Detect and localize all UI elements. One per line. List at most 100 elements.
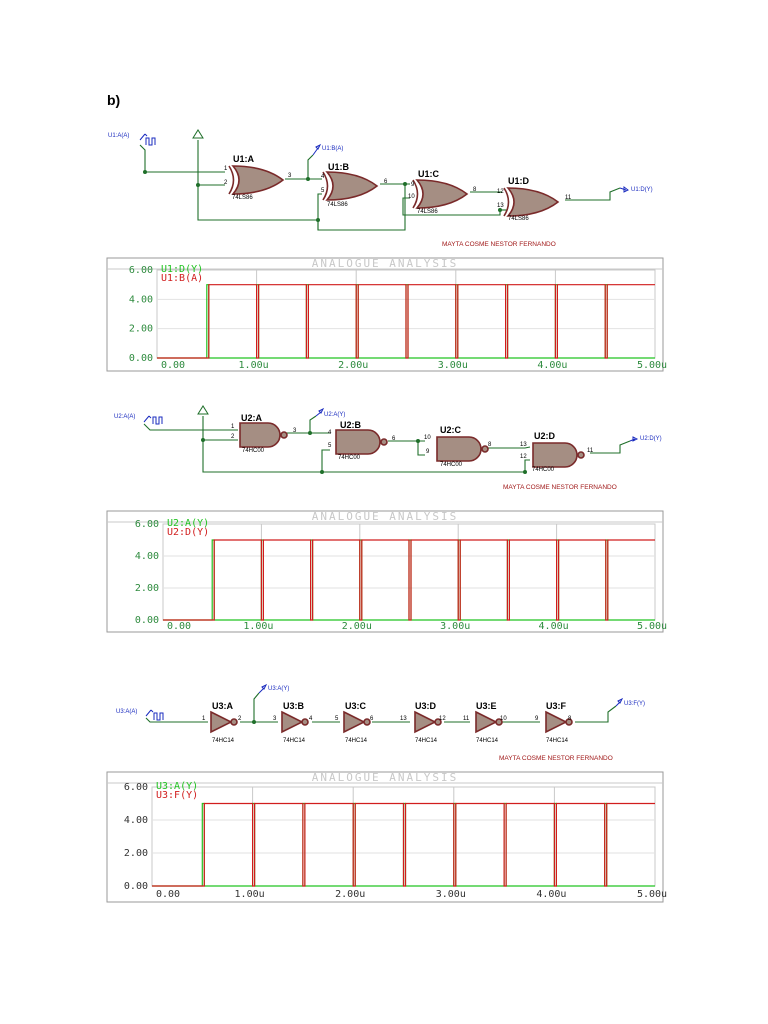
gate-part: 74HC00 (338, 455, 361, 461)
inverter-u3d[interactable]: U3:D 74HC14 13 12 (400, 701, 446, 744)
ground-icon (197, 405, 209, 415)
circuit-3-schematic: U3:A(A) U3:A 74HC14 1 2 U3:B 74HC14 3 4 … (116, 683, 645, 762)
gate-u2c[interactable]: U2:C 74HC00 10 9 8 (424, 425, 492, 468)
gate-u1d[interactable]: U1:D 74LS86 12 13 11 (497, 176, 572, 222)
x-tick-label: 4.00u (539, 621, 569, 632)
inverter-u3c[interactable]: U3:C 74HC14 5 6 (335, 701, 374, 744)
author-credit: MAYTA COSME NESTOR FERNANDO (499, 755, 613, 762)
y-tick-label: 6.00 (135, 519, 159, 530)
chart-frame (106, 257, 664, 372)
analogue-analysis-chart-2: ANALOGUE ANALYSIS 0.00 2.00 4.00 6.00 0.00 1.0… (106, 510, 667, 633)
gate-part: 74HC00 (440, 462, 463, 468)
svg-text:13: 13 (400, 716, 407, 722)
x-tick-label: 2.00u (335, 889, 365, 900)
x-tick-label: 4.00u (537, 360, 567, 371)
gate-part: 74HC14 (283, 738, 306, 744)
probe-out[interactable]: U3:F(Y) (615, 697, 645, 707)
x-tick-label: 0.00 (167, 621, 191, 632)
probe-out[interactable]: U1:D(Y) (619, 186, 653, 193)
inverter-u3e[interactable]: U3:E 74HC14 11 10 (463, 701, 507, 744)
y-tick-label: 6.00 (124, 782, 148, 793)
legend-entry: U1:D(Y) (161, 264, 203, 275)
inverter-u3f[interactable]: U3:F 74HC14 9 8 (535, 701, 573, 744)
svg-text:6: 6 (370, 716, 374, 722)
svg-text:6: 6 (384, 179, 388, 185)
svg-text:12: 12 (520, 454, 527, 460)
x-tick-label: 5.00u (637, 621, 667, 632)
svg-text:U1:B(A): U1:B(A) (322, 146, 343, 152)
gate-ref: U3:C (345, 701, 367, 711)
svg-text:12: 12 (497, 189, 504, 195)
ground-icon (192, 129, 204, 139)
svg-text:2: 2 (231, 434, 235, 440)
probe-mid[interactable]: U3:A(Y) (258, 683, 289, 694)
svg-text:1: 1 (231, 424, 235, 430)
gate-ref: U2:B (340, 420, 362, 430)
series-line-2 (152, 802, 655, 887)
svg-text:10: 10 (424, 435, 431, 441)
y-tick-label: 2.00 (135, 583, 159, 594)
svg-text:5: 5 (321, 188, 325, 194)
svg-text:1: 1 (224, 166, 228, 172)
gate-ref: U3:D (415, 701, 437, 711)
gate-ref: U3:E (476, 701, 497, 711)
gate-part: 74LS86 (417, 209, 438, 215)
source-generator[interactable]: U2:A(A) (114, 414, 163, 425)
x-tick-label: 1.00u (239, 360, 269, 371)
source-generator[interactable]: U1:A(A) (108, 133, 156, 146)
gate-u1c[interactable]: U1:C 74LS86 9 10 8 (408, 169, 477, 215)
gate-part: 74LS86 (508, 216, 529, 222)
svg-text:U1:D(Y): U1:D(Y) (631, 187, 653, 193)
x-tick-label: 5.00u (637, 360, 667, 371)
y-tick-label: 0.00 (129, 353, 153, 364)
section-title: b) (107, 92, 121, 108)
x-tick-label: 2.00u (338, 360, 368, 371)
legend-entry: U1:B(A) (161, 273, 203, 284)
probe-mid[interactable]: U2:A(Y) (315, 407, 345, 418)
svg-text:12: 12 (439, 716, 446, 722)
source-label: U2:A(A) (114, 414, 135, 420)
svg-text:6: 6 (392, 436, 396, 442)
gate-ref: U2:C (440, 425, 462, 435)
svg-text:10: 10 (500, 716, 507, 722)
y-tick-label: 0.00 (135, 615, 159, 626)
circuit-2-schematic: U2:A(A) U2:A 74HC00 1 2 3 U2:B 74HC00 4 … (114, 405, 662, 491)
svg-text:5: 5 (328, 443, 332, 449)
gate-part: 74HC14 (345, 738, 368, 744)
svg-text:U2:D(Y): U2:D(Y) (640, 436, 662, 442)
svg-text:3: 3 (293, 428, 297, 434)
gate-u2b[interactable]: U2:B 74HC00 4 5 6 (328, 420, 396, 461)
gate-part: 74HC14 (476, 738, 499, 744)
inverter-u3a[interactable]: U3:A 74HC14 1 2 (202, 701, 242, 744)
svg-text:8: 8 (488, 442, 492, 448)
y-tick-label: 4.00 (129, 294, 153, 305)
x-tick-label: 5.00u (637, 889, 667, 900)
gate-u1a[interactable]: U1:A 74LS86 1 2 3 (224, 154, 292, 201)
svg-text:2: 2 (224, 180, 228, 186)
gate-part: 74LS86 (327, 202, 348, 208)
chart-frame (106, 771, 664, 903)
gate-part: 74HC00 (242, 448, 265, 454)
probe-out[interactable]: U2:D(Y) (629, 436, 662, 442)
y-tick-label: 4.00 (124, 815, 148, 826)
source-label: U1:A(A) (108, 133, 129, 139)
y-tick-label: 0.00 (124, 881, 148, 892)
gate-ref: U2:A (241, 413, 263, 423)
inverter-u3b[interactable]: U3:B 74HC14 3 4 (273, 701, 313, 744)
probe-mid[interactable]: U1:B(A) (312, 143, 343, 156)
gate-part: 74LS86 (232, 195, 253, 201)
svg-text:9: 9 (535, 716, 539, 722)
gate-u2d[interactable]: U2:D 74HC00 13 12 11 (520, 431, 594, 473)
gate-part: 74HC14 (415, 738, 438, 744)
svg-text:13: 13 (497, 203, 504, 209)
gate-ref: U3:A (212, 701, 234, 711)
gate-u2a[interactable]: U2:A 74HC00 1 2 3 (231, 413, 297, 454)
y-tick-label: 6.00 (129, 265, 153, 276)
svg-text:11: 11 (587, 448, 594, 454)
svg-text:10: 10 (408, 194, 415, 200)
source-generator[interactable]: U3:A(A) (116, 709, 164, 721)
gate-u1b[interactable]: U1:B 74LS86 4 5 6 (321, 162, 388, 208)
chart-title: ANALOGUE ANALYSIS (312, 257, 459, 270)
gate-part: 74HC14 (212, 738, 235, 744)
svg-text:13: 13 (520, 442, 527, 448)
